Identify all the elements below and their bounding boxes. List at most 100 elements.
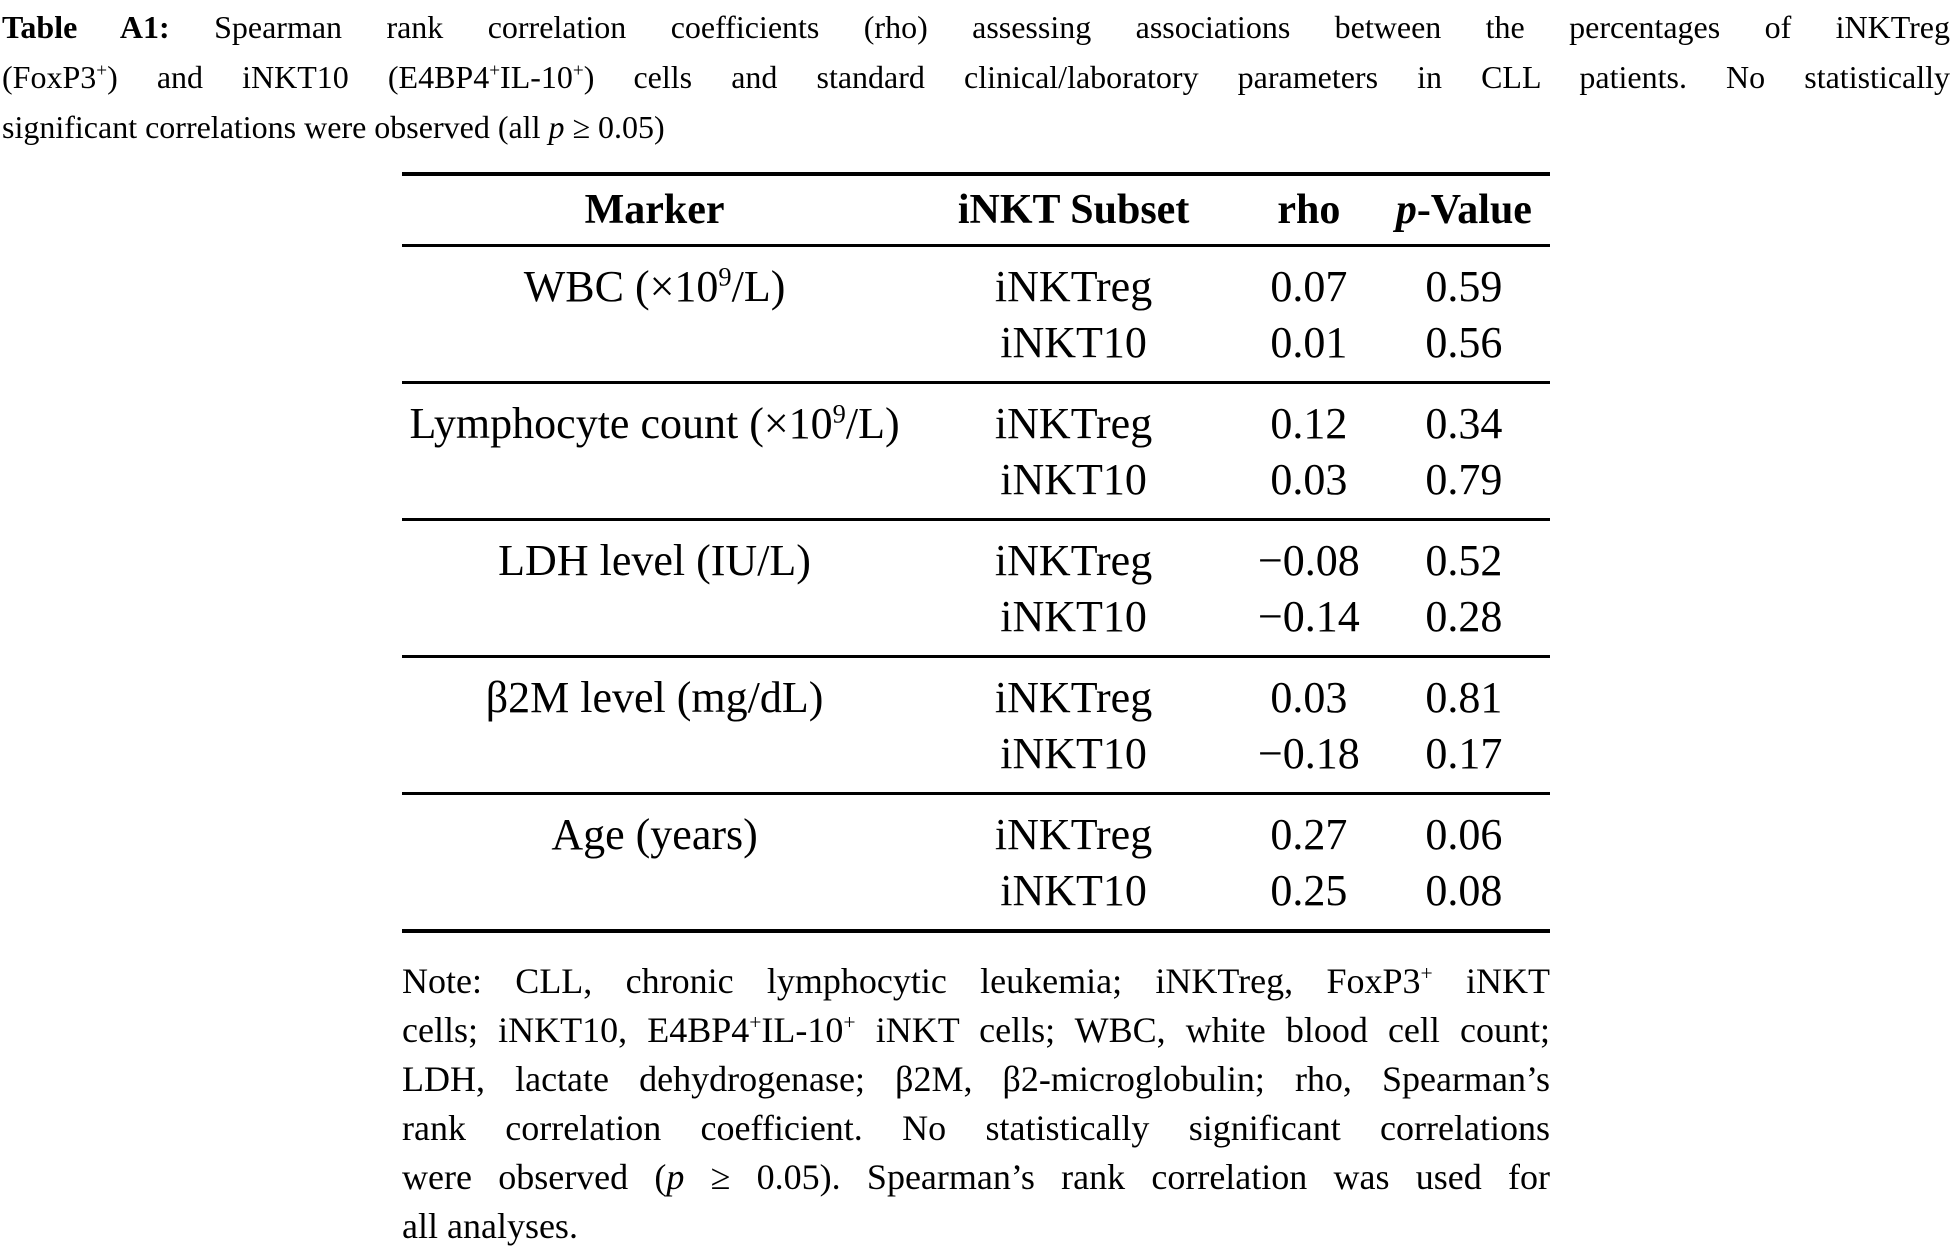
header-p-rest: -Value bbox=[1416, 187, 1532, 233]
marker-cell-empty bbox=[402, 589, 907, 657]
text-segment: Table A1: bbox=[2, 9, 170, 45]
subset-cell: iNKTreg bbox=[994, 399, 1153, 448]
note-line-5: were observed (p ≥ 0.05). Spearman’s ran… bbox=[402, 1153, 1550, 1202]
p-value-cell: 0.52 bbox=[1425, 536, 1503, 585]
text-segment: IL-10 bbox=[761, 1010, 844, 1050]
marker-cell-age: Age (years) bbox=[402, 794, 907, 864]
subset-cell: iNKTreg bbox=[994, 673, 1153, 722]
marker-cell-empty bbox=[402, 452, 907, 520]
table-row: iNKT10 0.25 0.08 bbox=[402, 863, 1550, 931]
text-segment: (FoxP3 bbox=[2, 59, 97, 95]
text-segment: ) and iNKT10 (E4BP4 bbox=[107, 59, 490, 95]
rho-cell: −0.08 bbox=[1257, 536, 1360, 585]
caption-line-1: Table A1: Spearman rank correlation coef… bbox=[2, 2, 1950, 52]
header-p-value: p-Value bbox=[1378, 174, 1550, 246]
p-value-cell: 0.56 bbox=[1425, 318, 1503, 367]
subset-cell: iNKTreg bbox=[994, 262, 1153, 311]
text-segment: cells; iNKT10, E4BP4 bbox=[402, 1010, 750, 1050]
text-segment: iNKT cells; WBC, white blood cell count; bbox=[855, 1010, 1551, 1050]
text-segment: ≥ 0.05). Spearman’s rank correlation was… bbox=[684, 1157, 1550, 1197]
superscript-text: 9 bbox=[718, 261, 732, 292]
table-row: iNKT10 0.01 0.56 bbox=[402, 315, 1550, 383]
text-segment: /L) bbox=[731, 262, 786, 311]
text-segment: IL-10 bbox=[500, 59, 573, 95]
p-value-cell: 0.34 bbox=[1425, 399, 1503, 448]
note-line-1: Note: CLL, chronic lymphocytic leukemia;… bbox=[402, 957, 1550, 1006]
subset-cell: iNKTreg bbox=[994, 810, 1153, 859]
table-row: LDH level (IU/L) iNKTreg −0.08 0.52 bbox=[402, 519, 1550, 590]
superscript-text: + bbox=[843, 1010, 856, 1034]
text-segment: Spearman rank correlation coefficients (… bbox=[169, 9, 1951, 45]
header-rho: rho bbox=[1277, 187, 1341, 233]
caption-line-2: (FoxP3+) and iNKT10 (E4BP4+IL-10+) cells… bbox=[2, 52, 1950, 102]
text-segment: significant correlations were observed (… bbox=[2, 109, 549, 145]
text-segment: p bbox=[548, 109, 565, 145]
p-value-cell: 0.81 bbox=[1425, 673, 1503, 722]
header-p-italic: p bbox=[1395, 187, 1417, 233]
caption-line-3: significant correlations were observed (… bbox=[2, 102, 1950, 152]
table-row: iNKT10 0.03 0.79 bbox=[402, 452, 1550, 520]
text-segment: p bbox=[666, 1157, 685, 1197]
rho-cell: 0.01 bbox=[1270, 318, 1348, 367]
superscript-text: + bbox=[749, 1010, 762, 1034]
superscript-text: + bbox=[1420, 961, 1433, 985]
text-segment: Lymphocyte count (×10 bbox=[409, 399, 833, 448]
note-line-2: cells; iNKT10, E4BP4+IL-10+ iNKT cells; … bbox=[402, 1006, 1550, 1055]
rho-cell: −0.14 bbox=[1257, 592, 1360, 641]
table-body: WBC (×109/L) iNKTreg 0.07 0.59 iNKT10 0.… bbox=[402, 245, 1550, 931]
marker-cell-empty bbox=[402, 863, 907, 931]
note-line-3: LDH, lactate dehydrogenase; β2M, β2-micr… bbox=[402, 1055, 1550, 1104]
table-row: Lymphocyte count (×109/L) iNKTreg 0.12 0… bbox=[402, 382, 1550, 453]
rho-cell: 0.12 bbox=[1270, 399, 1348, 448]
text-segment: β2M level (mg/dL) bbox=[485, 673, 824, 722]
text-segment: all analyses. bbox=[402, 1206, 578, 1246]
note-line-6: all analyses. bbox=[402, 1202, 1550, 1251]
header-inkt-subset: iNKT Subset bbox=[957, 187, 1190, 233]
subset-cell: iNKT10 bbox=[1000, 318, 1147, 367]
p-value-cell: 0.08 bbox=[1425, 866, 1503, 915]
marker-cell-empty bbox=[402, 315, 907, 383]
rho-cell: 0.25 bbox=[1270, 866, 1348, 915]
superscript-text: + bbox=[489, 60, 501, 82]
table-row: β2M level (mg/dL) iNKTreg 0.03 0.81 bbox=[402, 656, 1550, 727]
p-value-cell: 0.79 bbox=[1425, 455, 1503, 504]
rho-cell: 0.03 bbox=[1270, 673, 1348, 722]
p-value-cell: 0.28 bbox=[1425, 592, 1503, 641]
marker-cell-empty bbox=[402, 726, 907, 794]
subset-cell: iNKT10 bbox=[1000, 729, 1147, 778]
rho-cell: 0.03 bbox=[1270, 455, 1348, 504]
marker-cell-wbc: WBC (×109/L) bbox=[402, 246, 907, 316]
text-segment: ) cells and standard clinical/laboratory… bbox=[583, 59, 1951, 95]
table-row: iNKT10 −0.14 0.28 bbox=[402, 589, 1550, 657]
subset-cell: iNKT10 bbox=[1000, 866, 1147, 915]
text-segment: LDH level (IU/L) bbox=[498, 536, 811, 585]
p-value-cell: 0.17 bbox=[1425, 729, 1503, 778]
text-segment: Note: CLL, chronic lymphocytic leukemia;… bbox=[402, 961, 1421, 1001]
subset-cell: iNKTreg bbox=[994, 536, 1153, 585]
marker-cell-lymphocyte: Lymphocyte count (×109/L) bbox=[402, 383, 907, 453]
table-note: Note: CLL, chronic lymphocytic leukemia;… bbox=[402, 957, 1550, 1251]
header-row: Marker iNKT Subset rho p-Value bbox=[402, 174, 1550, 246]
subset-cell: iNKT10 bbox=[1000, 455, 1147, 504]
text-segment: rank correlation coefficient. No statist… bbox=[402, 1108, 1550, 1148]
superscript-text: 9 bbox=[832, 398, 846, 429]
note-line-4: rank correlation coefficient. No statist… bbox=[402, 1104, 1550, 1153]
marker-cell-ldh: LDH level (IU/L) bbox=[402, 520, 907, 590]
text-segment: WBC (×10 bbox=[523, 262, 719, 311]
table-caption: Table A1: Spearman rank correlation coef… bbox=[0, 0, 1952, 152]
p-value-cell: 0.06 bbox=[1425, 810, 1503, 859]
table-row: WBC (×109/L) iNKTreg 0.07 0.59 bbox=[402, 245, 1550, 316]
rho-cell: 0.27 bbox=[1270, 810, 1348, 859]
text-segment: LDH, lactate dehydrogenase; β2M, β2-micr… bbox=[402, 1059, 1550, 1099]
superscript-text: + bbox=[572, 60, 584, 82]
text-segment: iNKT bbox=[1432, 961, 1550, 1001]
rho-cell: 0.07 bbox=[1270, 262, 1348, 311]
superscript-text: + bbox=[96, 60, 108, 82]
marker-cell-b2m: β2M level (mg/dL) bbox=[402, 657, 907, 727]
table-row: Age (years) iNKTreg 0.27 0.06 bbox=[402, 793, 1550, 864]
table-header: Marker iNKT Subset rho p-Value bbox=[402, 174, 1550, 246]
text-segment: were observed ( bbox=[402, 1157, 667, 1197]
rho-cell: −0.18 bbox=[1257, 729, 1360, 778]
text-segment: /L) bbox=[845, 399, 900, 448]
text-segment: ≥ 0.05) bbox=[564, 109, 665, 145]
